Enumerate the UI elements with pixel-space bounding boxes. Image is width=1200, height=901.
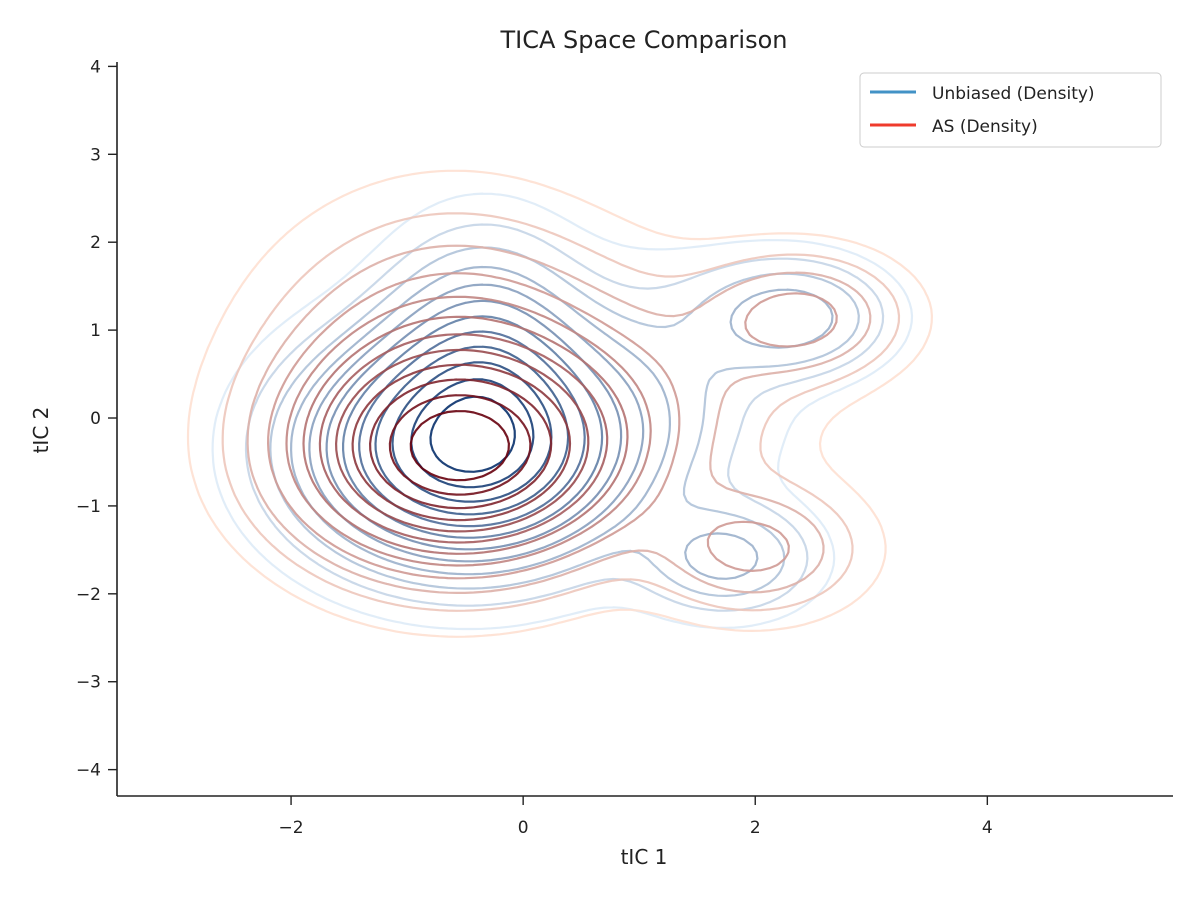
x-axis-label: tIC 1 <box>621 845 668 869</box>
unbiased-contour-level-1 <box>211 192 914 631</box>
as-contour-level-7 <box>318 333 609 544</box>
y-tick-label: −3 <box>76 673 101 693</box>
unbiased-contour-level-3 <box>269 246 860 597</box>
as-contour-level-2 <box>221 212 901 612</box>
as-contour-level-8 <box>335 348 590 533</box>
unbiased-contour-level-8 <box>358 330 586 528</box>
y-tick-label: 2 <box>90 233 101 253</box>
legend: Unbiased (Density) AS (Density) <box>859 72 1162 148</box>
as-contour-level-6 <box>302 315 629 555</box>
as-contour-level-4 <box>267 272 838 580</box>
as-contour-level-11 <box>388 394 532 496</box>
as-contour-level-9 <box>351 363 572 522</box>
legend-box <box>859 72 1162 148</box>
unbiased-density-contours <box>211 192 914 631</box>
y-axis-label: tIC 2 <box>29 407 53 454</box>
as-contour-level-5 <box>285 295 652 567</box>
x-tick-label: 0 <box>518 818 529 838</box>
y-tick-label: −1 <box>76 497 101 517</box>
as-contour-level-3 <box>246 244 872 594</box>
chart-title: TICA Space Comparison <box>499 26 787 54</box>
unbiased-contour-level-4 <box>290 265 834 580</box>
as-contour-level-1 <box>186 169 933 638</box>
legend-label-unbiased: Unbiased (Density) <box>932 84 1095 104</box>
legend-label-as: AS (Density) <box>932 117 1038 137</box>
y-tick-label: −2 <box>76 585 101 605</box>
unbiased-contour-level-2 <box>244 223 885 612</box>
y-tick-label: 3 <box>90 145 101 165</box>
y-tick-label: 1 <box>90 321 101 341</box>
x-axis-ticks: −2 0 2 4 <box>279 796 993 838</box>
y-tick-label: 4 <box>90 57 101 77</box>
y-axis-ticks: −4 −3 −2 −1 0 1 2 3 4 <box>76 57 117 781</box>
x-tick-label: 4 <box>982 818 993 838</box>
as-contour-level-12 <box>409 410 510 482</box>
unbiased-contour-level-12 <box>429 395 516 473</box>
x-tick-label: 2 <box>750 818 761 838</box>
y-tick-label: −4 <box>76 761 101 781</box>
x-tick-label: −2 <box>279 818 304 838</box>
unbiased-contour-level-6 <box>325 299 623 551</box>
as-contour-level-10 <box>369 378 553 510</box>
y-tick-label: 0 <box>90 409 101 429</box>
as-density-contours <box>186 169 933 638</box>
